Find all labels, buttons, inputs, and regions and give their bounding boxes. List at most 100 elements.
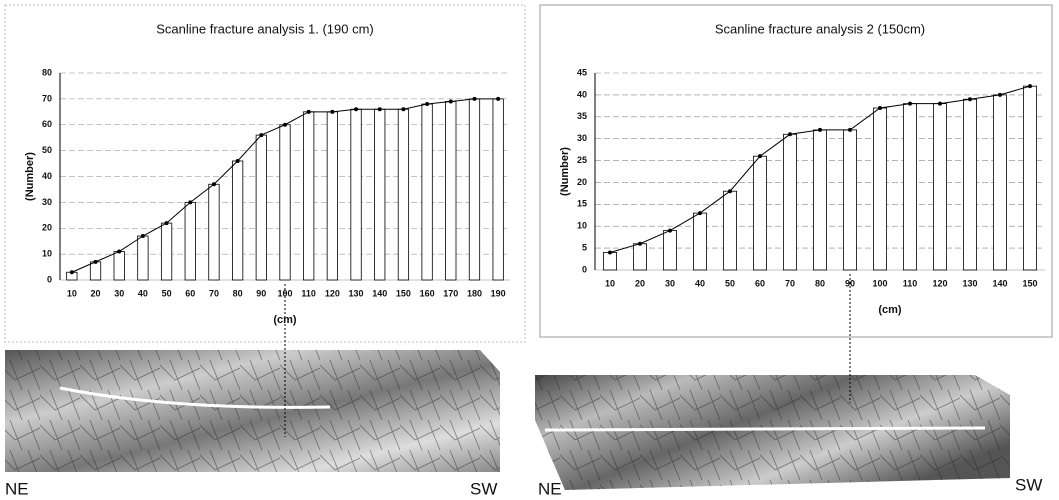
bar (933, 103, 948, 271)
point (638, 241, 642, 246)
direction-label: SW (470, 479, 497, 498)
point (758, 154, 762, 159)
x-tick-label: 160 (420, 288, 435, 298)
x-tick-label: 120 (932, 278, 947, 288)
x-tick-label: 40 (138, 288, 148, 298)
y-tick-label: 10 (577, 221, 587, 231)
bar (903, 103, 918, 271)
point (140, 234, 145, 239)
x-tick-label: 90 (845, 278, 855, 288)
point (283, 122, 287, 127)
chart-frame (539, 4, 1053, 338)
bar (113, 251, 125, 281)
y-tick-label: 60 (42, 119, 52, 129)
photo (5, 350, 1010, 490)
point (496, 96, 501, 101)
x-tick-label: 70 (785, 278, 795, 288)
bar (963, 98, 978, 271)
y-tick-label: 0 (47, 274, 52, 284)
bar (374, 108, 386, 281)
bar (137, 235, 149, 281)
x-axis-label: (cm) (878, 304, 902, 316)
point (188, 200, 193, 205)
y-tick-label: 40 (577, 89, 587, 99)
x-tick-label: 110 (301, 288, 316, 298)
x-tick-label: 80 (233, 288, 243, 298)
y-tick-label: 20 (577, 177, 587, 187)
bar (1023, 85, 1038, 271)
y-tick-label: 70 (42, 93, 52, 103)
y-tick-label: 5 (582, 242, 587, 252)
y-tick-label: 30 (577, 133, 587, 143)
bar (303, 111, 315, 281)
point (668, 228, 672, 233)
point (1028, 84, 1032, 89)
point (698, 211, 702, 216)
y-tick-label: 35 (577, 111, 587, 121)
x-tick-label: 100 (872, 278, 887, 288)
point (117, 249, 122, 254)
x-tick-label: 30 (665, 278, 675, 288)
x-axis-label: (cm) (273, 314, 297, 326)
bar (326, 111, 338, 281)
x-tick-label: 60 (185, 288, 195, 298)
bar (663, 230, 678, 271)
direction-label: NE (538, 479, 562, 498)
bar (184, 201, 196, 281)
bar (873, 107, 888, 271)
x-tick-label: 130 (349, 288, 364, 298)
bar (350, 108, 362, 281)
y-tick-label: 15 (577, 199, 587, 209)
y-tick-label: 20 (42, 223, 52, 233)
bar (633, 243, 648, 271)
bar (232, 160, 244, 281)
point (377, 107, 382, 112)
x-tick-label: 20 (91, 288, 101, 298)
bar (492, 98, 504, 281)
x-tick-label: 10 (605, 278, 615, 288)
bar (753, 155, 768, 271)
direction-label: NE (5, 479, 29, 498)
y-axis-label: (Number) (559, 147, 571, 196)
x-tick-label: 50 (725, 278, 735, 288)
x-tick-label: 60 (755, 278, 765, 288)
bar (279, 124, 291, 281)
x-tick-label: 150 (1022, 278, 1037, 288)
point (818, 127, 822, 132)
point (354, 107, 359, 112)
x-tick-label: 120 (325, 288, 340, 298)
y-tick-label: 80 (42, 67, 52, 77)
point (93, 259, 98, 264)
x-tick-label: 90 (256, 288, 266, 298)
bar (89, 261, 102, 281)
point (848, 127, 852, 132)
point (472, 96, 477, 101)
bar (843, 129, 858, 271)
bar (397, 108, 410, 281)
y-tick-label: 10 (42, 249, 52, 259)
x-tick-label: 170 (443, 288, 458, 298)
point (425, 102, 430, 107)
x-tick-label: 140 (992, 278, 1007, 288)
point (330, 109, 335, 114)
bar (421, 103, 433, 281)
point (211, 182, 216, 187)
bar (160, 222, 173, 281)
chart-title: Scanline fracture analysis 1. (190 cm) (156, 21, 373, 36)
bar (813, 129, 828, 271)
x-tick-label: 70 (209, 288, 219, 298)
point (164, 221, 169, 226)
x-tick-label: 50 (162, 288, 172, 298)
point (401, 107, 406, 112)
x-tick-label: 110 (903, 278, 918, 288)
point (306, 109, 311, 114)
point (235, 158, 240, 163)
point (788, 132, 792, 137)
x-tick-label: 40 (695, 278, 705, 288)
point (728, 189, 732, 194)
y-tick-label: 50 (42, 145, 52, 155)
point (998, 92, 1002, 97)
x-tick-label: 100 (277, 288, 292, 298)
y-tick-label: 45 (577, 67, 587, 77)
